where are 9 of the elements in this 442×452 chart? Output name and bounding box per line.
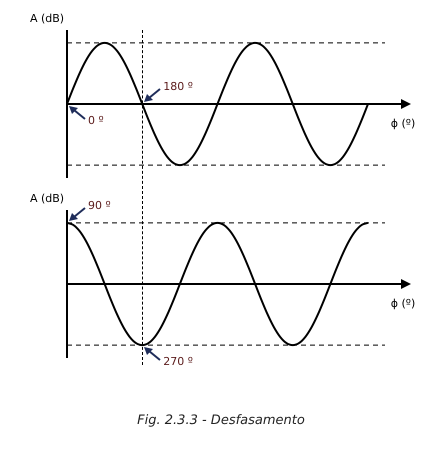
y-axis-title: A (dB) xyxy=(30,192,64,205)
annotation: 180 º xyxy=(163,80,193,94)
y-axis-title: A (dB) xyxy=(30,12,64,25)
x-axis-title: ϕ (º) xyxy=(390,296,416,310)
annotation: 0 º xyxy=(88,114,104,128)
x-axis-title: ϕ (º) xyxy=(390,116,416,130)
text: 90 º xyxy=(88,198,111,213)
caption: Fig. 2.3.3 - Desfasamento xyxy=(136,413,306,428)
text: 270 º xyxy=(163,355,193,370)
